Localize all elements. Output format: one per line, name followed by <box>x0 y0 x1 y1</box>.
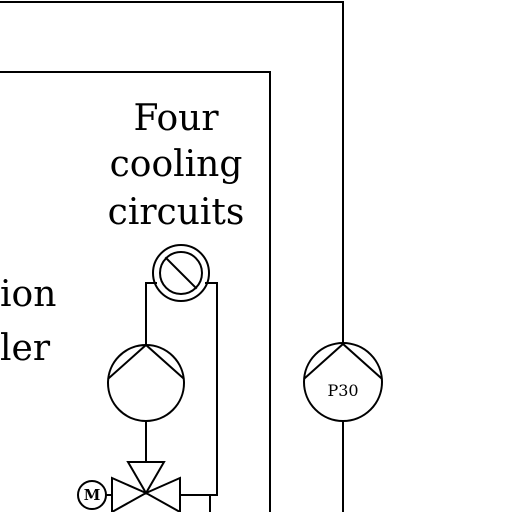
motor-actuator: M <box>77 480 113 510</box>
circuits-title-line3: circuits <box>108 192 245 233</box>
circuit-pump <box>107 343 185 422</box>
three-way-valve <box>111 461 181 512</box>
left-partial-line1: ion <box>0 274 56 315</box>
outer-pipe-loop <box>0 1 344 512</box>
left-partial-text: ion ler <box>0 274 56 369</box>
circuits-title-line1: Four <box>133 98 219 139</box>
circuits-title: Four cooling circuits <box>108 98 245 233</box>
controller-enclosure <box>0 71 271 512</box>
pump-tag-label: P30 <box>327 381 358 400</box>
motor-label: M <box>84 486 101 504</box>
circuits-title-line2: cooling <box>110 144 243 185</box>
circuit-pipes <box>145 282 218 512</box>
heat-consumer-symbol <box>152 244 210 302</box>
left-partial-line2: ler <box>0 328 51 369</box>
pump-p30: P30 <box>303 342 383 422</box>
